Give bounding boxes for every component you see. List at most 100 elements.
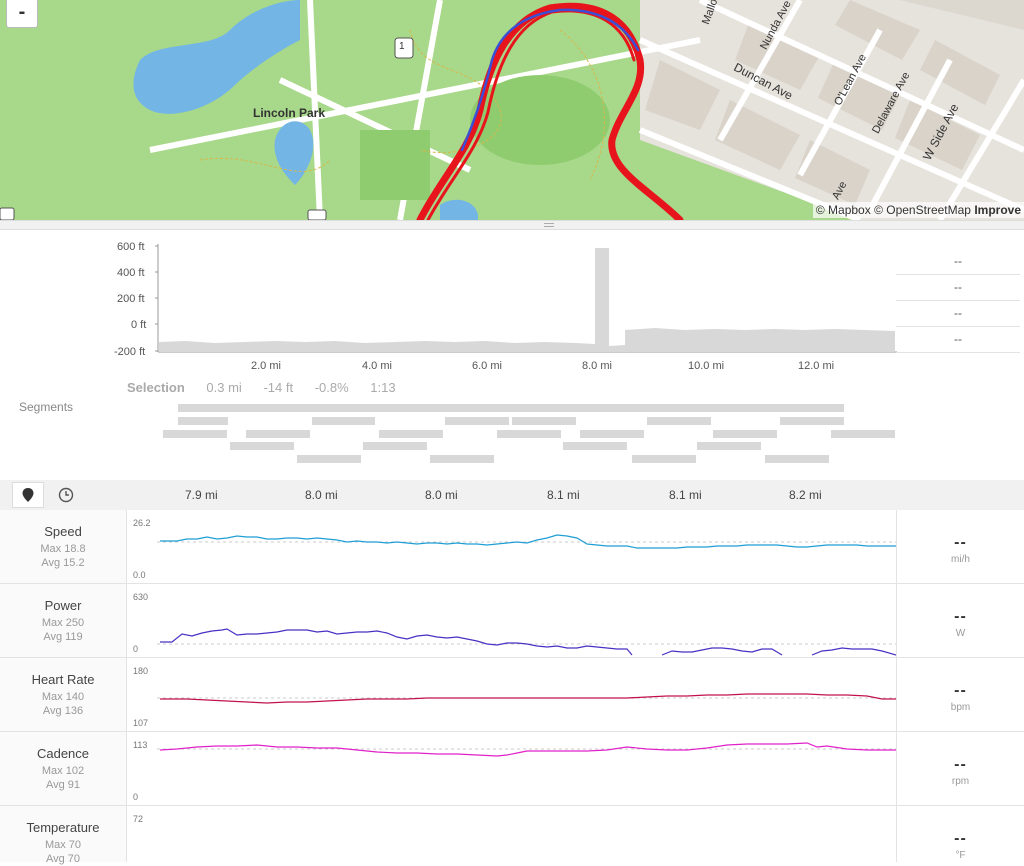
segment-bar[interactable] <box>512 417 576 425</box>
resize-handle[interactable] <box>0 220 1024 230</box>
grip-icon <box>544 223 554 227</box>
metric-value: -- <box>954 608 967 625</box>
selection-highlight[interactable] <box>595 248 609 352</box>
metric-unit: bpm <box>950 702 971 713</box>
segment-bar[interactable] <box>163 430 227 438</box>
heart-rate-chart[interactable] <box>127 658 896 732</box>
elev-y-label: 0 ft <box>131 319 147 331</box>
metric-ymin: 107 <box>133 718 149 728</box>
segment-bar[interactable] <box>765 455 829 463</box>
segment-bar[interactable] <box>563 442 627 450</box>
segment-bar[interactable] <box>580 430 644 438</box>
elevation-chart[interactable] <box>155 244 897 354</box>
segment-bar[interactable] <box>379 430 443 438</box>
metric-avg: Avg 91 <box>45 779 81 791</box>
segment-bar[interactable] <box>230 442 294 450</box>
metric-power[interactable]: Power Max 250 Avg 119 630 0 -- W <box>0 584 1024 658</box>
elev-x-label: 6.0 mi <box>472 360 502 372</box>
metric-name: Cadence <box>36 746 90 761</box>
elev-stat: -- <box>896 274 1020 301</box>
metric-ymin: 0.0 <box>133 570 146 580</box>
detail-toolbar: 7.9 mi 8.0 mi 8.0 mi 8.1 mi 8.1 mi 8.2 m… <box>0 480 1024 510</box>
time-axis-label: 8.1 mi <box>669 488 702 502</box>
clock-button[interactable] <box>50 482 82 508</box>
elev-x-label: 8.0 mi <box>582 360 612 372</box>
clock-icon <box>58 487 74 503</box>
elev-stat: -- <box>896 326 1020 353</box>
metric-value: -- <box>954 830 967 847</box>
zoom-out-button[interactable]: - <box>6 0 38 28</box>
selection-elevation: -14 ft <box>263 380 294 395</box>
segment-bar[interactable] <box>497 430 561 438</box>
improve-link[interactable]: Improve <box>974 203 1021 217</box>
metric-header: Heart Rate Max 140 Avg 136 <box>0 658 127 731</box>
segment-bar[interactable] <box>697 442 761 450</box>
metric-ymax: 180 <box>133 666 149 676</box>
elev-x-label: 10.0 mi <box>688 360 725 372</box>
segment-bar[interactable] <box>647 417 711 425</box>
metric-max: Max 102 <box>41 765 85 777</box>
metric-ymax: 26.2 <box>133 518 151 528</box>
time-axis-label: 7.9 mi <box>185 488 218 502</box>
metric-temperature[interactable]: Temperature Max 70 Avg 70 72 -- °F <box>0 806 1024 865</box>
segment-bar[interactable] <box>312 417 375 425</box>
segment-bar[interactable] <box>178 417 228 425</box>
metric-max: Max 250 <box>41 617 85 629</box>
metric-readout: -- rpm <box>896 732 1024 805</box>
metric-ymax: 72 <box>133 814 144 824</box>
metric-cadence[interactable]: Cadence Max 102 Avg 91 113 0 -- rpm <box>0 732 1024 806</box>
metric-header: Speed Max 18.8 Avg 15.2 <box>0 510 127 583</box>
park-label: Lincoln Park <box>253 106 326 120</box>
selection-time: 1:13 <box>370 380 396 395</box>
metric-ymin: 0 <box>133 792 139 802</box>
segment-bar[interactable] <box>246 430 310 438</box>
metric-unit: °F <box>955 850 966 861</box>
elev-y-label: -200 ft <box>114 346 146 358</box>
map-pin-button[interactable] <box>12 482 44 508</box>
metric-speed[interactable]: Speed Max 18.8 Avg 15.2 26.2 0.0 -- mi/h <box>0 510 1024 584</box>
power-chart[interactable] <box>127 584 896 658</box>
osm-link[interactable]: © OpenStreetMap <box>874 203 971 217</box>
metric-max: Max 70 <box>44 839 82 851</box>
time-axis-label: 8.2 mi <box>789 488 822 502</box>
metric-name: Power <box>44 598 82 613</box>
elev-x-label: 12.0 mi <box>798 360 835 372</box>
segment-bar[interactable] <box>297 455 361 463</box>
segment-bar[interactable] <box>780 417 844 425</box>
segment-bar[interactable] <box>445 417 509 425</box>
segment-bar[interactable] <box>178 404 844 412</box>
speed-chart[interactable] <box>127 510 896 584</box>
metric-header: Temperature Max 70 Avg 70 <box>0 806 127 865</box>
metric-name: Speed <box>44 524 82 539</box>
selection-label: Selection <box>127 380 185 395</box>
selection-grade: -0.8% <box>314 380 349 395</box>
route-shield-label: 1 <box>399 41 405 52</box>
mapbox-link[interactable]: © Mapbox <box>815 203 871 217</box>
time-axis-label: 8.0 mi <box>425 488 458 502</box>
segment-bar[interactable] <box>632 455 696 463</box>
elev-stat: -- <box>896 300 1020 327</box>
segment-bar[interactable] <box>831 430 895 438</box>
metric-readout: -- W <box>896 584 1024 657</box>
selection-distance: 0.3 mi <box>206 380 242 395</box>
metric-ymax: 113 <box>133 740 148 750</box>
metric-readout: -- mi/h <box>896 510 1024 583</box>
metric-name: Temperature <box>26 820 100 835</box>
metric-header: Cadence Max 102 Avg 91 <box>0 732 127 805</box>
route-map[interactable]: - Lincoln Park 1 Mallory Ave Nunda Ave D… <box>0 0 1024 220</box>
segment-bar[interactable] <box>430 455 494 463</box>
segment-bar[interactable] <box>363 442 427 450</box>
segments-label: Segments <box>19 400 74 414</box>
metric-header: Power Max 250 Avg 119 <box>0 584 127 657</box>
elev-y-label: 600 ft <box>117 241 145 253</box>
time-axis-label: 8.1 mi <box>547 488 580 502</box>
metric-max: Max 18.8 <box>40 543 86 555</box>
segment-bar[interactable] <box>713 430 777 438</box>
cadence-chart[interactable] <box>127 732 896 806</box>
elev-x-label: 2.0 mi <box>251 360 281 372</box>
metric-avg: Avg 119 <box>43 631 83 643</box>
metric-heart-rate[interactable]: Heart Rate Max 140 Avg 136 180 107 -- bp… <box>0 658 1024 732</box>
elevation-panel: 600 ft 400 ft 200 ft 0 ft -200 ft 2.0 mi… <box>0 230 1024 480</box>
elev-y-label: 400 ft <box>117 267 145 279</box>
metric-value: -- <box>954 534 967 551</box>
